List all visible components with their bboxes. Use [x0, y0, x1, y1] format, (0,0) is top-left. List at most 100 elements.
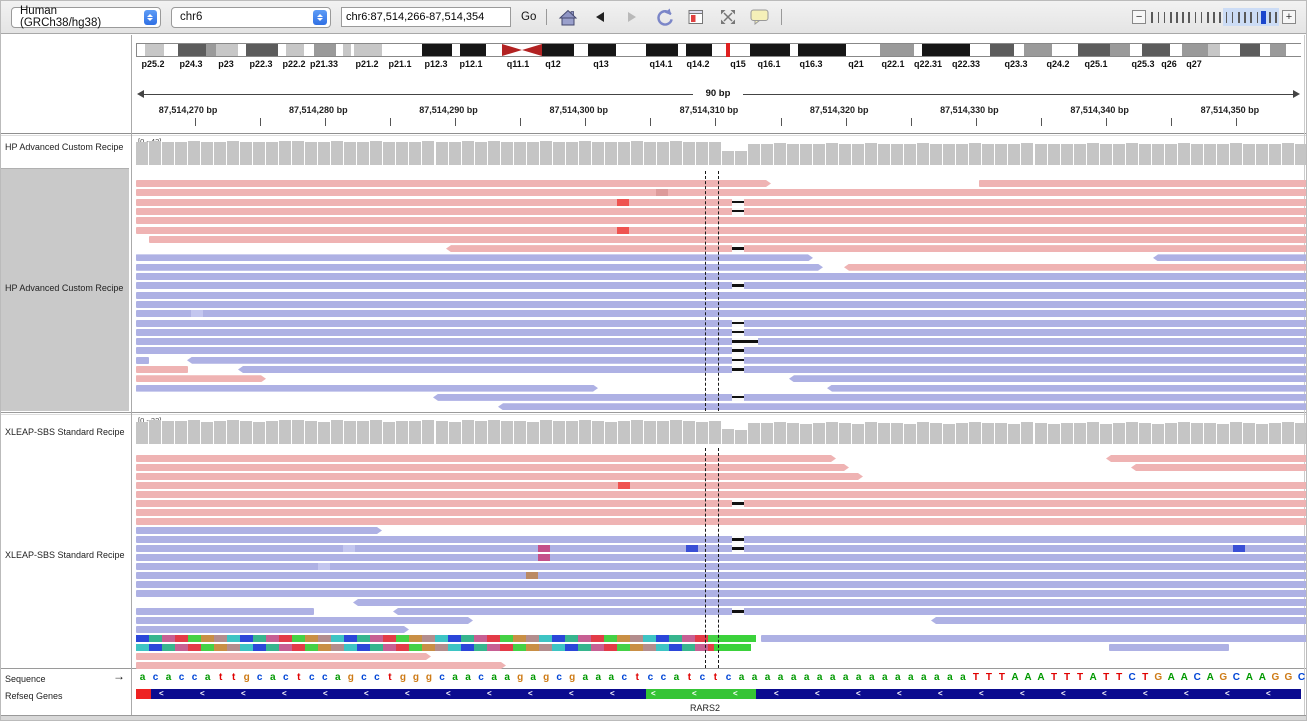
track2-alignment-name[interactable]: XLEAP-SBS Standard Recipe	[5, 550, 125, 560]
mismatch-block[interactable]	[513, 635, 526, 642]
coverage-bar[interactable]	[721, 429, 734, 444]
coverage-bar[interactable]	[995, 423, 1008, 444]
mismatch-block[interactable]	[266, 635, 279, 642]
coverage-bar[interactable]	[175, 420, 188, 444]
coverage-bar[interactable]	[761, 423, 774, 444]
mismatch-block[interactable]	[695, 635, 708, 642]
coverage-bar[interactable]	[188, 141, 201, 165]
zoom-tick[interactable]	[1161, 8, 1167, 26]
coverage-bar[interactable]	[682, 141, 695, 165]
soft-clip-green-block[interactable]	[719, 635, 756, 642]
mismatch-block[interactable]	[435, 635, 448, 642]
mismatch-block[interactable]	[578, 635, 591, 642]
coverage-bar[interactable]	[396, 141, 409, 165]
mismatch-block[interactable]	[474, 635, 487, 642]
coverage-bar[interactable]	[1008, 144, 1021, 165]
mismatch-block[interactable]	[344, 635, 357, 642]
mismatch-block[interactable]	[513, 644, 526, 651]
coverage-bar[interactable]	[943, 144, 956, 165]
mismatch-block[interactable]	[279, 635, 292, 642]
coverage-bar[interactable]	[344, 420, 357, 444]
mismatch-block[interactable]	[552, 635, 565, 642]
mismatch-block[interactable]	[500, 635, 513, 642]
coverage-bar[interactable]	[1151, 423, 1164, 444]
coverage-bar[interactable]	[227, 141, 240, 165]
coverage-bar[interactable]	[461, 141, 474, 165]
read[interactable]	[136, 338, 1306, 346]
track2-coverage-canvas[interactable]	[1, 420, 1306, 444]
mismatch-block[interactable]	[604, 635, 617, 642]
coverage-bar[interactable]	[1125, 143, 1138, 165]
zoom-tick[interactable]	[1199, 8, 1205, 26]
coverage-bar[interactable]	[878, 143, 891, 165]
coverage-bar[interactable]	[422, 420, 435, 444]
coverage-bar[interactable]	[552, 420, 565, 444]
coverage-bar[interactable]	[1099, 423, 1112, 444]
zoom-out-button[interactable]: −	[1132, 10, 1147, 24]
read[interactable]	[136, 347, 1306, 355]
mismatch-block[interactable]	[630, 644, 643, 651]
mismatch-block[interactable]	[526, 644, 539, 651]
coverage-bar[interactable]	[721, 150, 734, 165]
zoom-tick[interactable]	[1205, 8, 1211, 26]
coverage-bar[interactable]	[917, 143, 930, 165]
coverage-bar[interactable]	[813, 143, 826, 165]
read[interactable]	[136, 291, 1306, 299]
mismatch-block[interactable]	[305, 635, 318, 642]
coverage-bar[interactable]	[735, 429, 747, 444]
coverage-bar[interactable]	[995, 143, 1008, 165]
zoom-tick[interactable]	[1229, 8, 1236, 26]
coverage-bar[interactable]	[852, 423, 865, 444]
coverage-bar[interactable]	[357, 141, 370, 165]
mismatch-block[interactable]	[669, 635, 682, 642]
chromosome-ideogram[interactable]	[136, 43, 1302, 57]
coverage-bar[interactable]	[175, 141, 188, 165]
mismatch-block[interactable]	[526, 635, 539, 642]
mismatch-block[interactable]	[396, 644, 409, 651]
coverage-bar[interactable]	[448, 142, 461, 165]
mismatch-block[interactable]	[643, 644, 656, 651]
coverage-bar[interactable]	[227, 420, 240, 444]
coverage-bar[interactable]	[357, 420, 370, 444]
read[interactable]	[136, 509, 1306, 516]
coverage-bar[interactable]	[1229, 143, 1242, 165]
coverage-bar[interactable]	[383, 421, 396, 444]
mismatch-block[interactable]	[682, 635, 695, 642]
chromosome-select[interactable]: chr6	[171, 6, 331, 28]
read[interactable]	[393, 608, 1306, 615]
read[interactable]	[931, 617, 1306, 624]
coverage-bar[interactable]	[474, 141, 487, 165]
mismatch-block[interactable]	[149, 635, 162, 642]
coverage-bar[interactable]	[1164, 423, 1177, 444]
coverage-bar[interactable]	[969, 422, 982, 444]
mismatch-block[interactable]	[500, 644, 513, 651]
read[interactable]	[136, 590, 1306, 597]
read[interactable]	[498, 403, 1306, 411]
coverage-bar[interactable]	[1294, 423, 1306, 444]
zoom-tick[interactable]	[1174, 8, 1180, 26]
coverage-bar[interactable]	[1203, 143, 1216, 165]
read[interactable]	[136, 455, 836, 462]
read[interactable]	[1131, 464, 1306, 471]
read[interactable]	[136, 473, 863, 480]
coverage-bar[interactable]	[578, 420, 591, 444]
read[interactable]	[136, 180, 771, 187]
mismatch-block[interactable]	[461, 644, 474, 651]
coverage-bar[interactable]	[565, 141, 578, 165]
soft-clip-green-block[interactable]	[714, 644, 751, 651]
mismatch-block[interactable]	[188, 644, 201, 651]
track1-coverage-canvas[interactable]	[1, 141, 1306, 165]
coverage-bar[interactable]	[474, 420, 487, 444]
coverage-bar[interactable]	[1268, 423, 1281, 444]
coverage-bar[interactable]	[591, 141, 604, 165]
coverage-bar[interactable]	[761, 143, 774, 165]
read[interactable]	[136, 545, 1306, 552]
zoom-in-button[interactable]: +	[1282, 10, 1296, 24]
tooltip-bubble-icon[interactable]	[749, 5, 771, 29]
coverage-bar[interactable]	[930, 423, 943, 444]
read[interactable]	[136, 626, 409, 633]
read[interactable]	[136, 491, 1306, 498]
mismatch-block[interactable]	[539, 635, 552, 642]
coverage-bar[interactable]	[800, 423, 813, 444]
fit-window-icon[interactable]	[717, 5, 739, 29]
